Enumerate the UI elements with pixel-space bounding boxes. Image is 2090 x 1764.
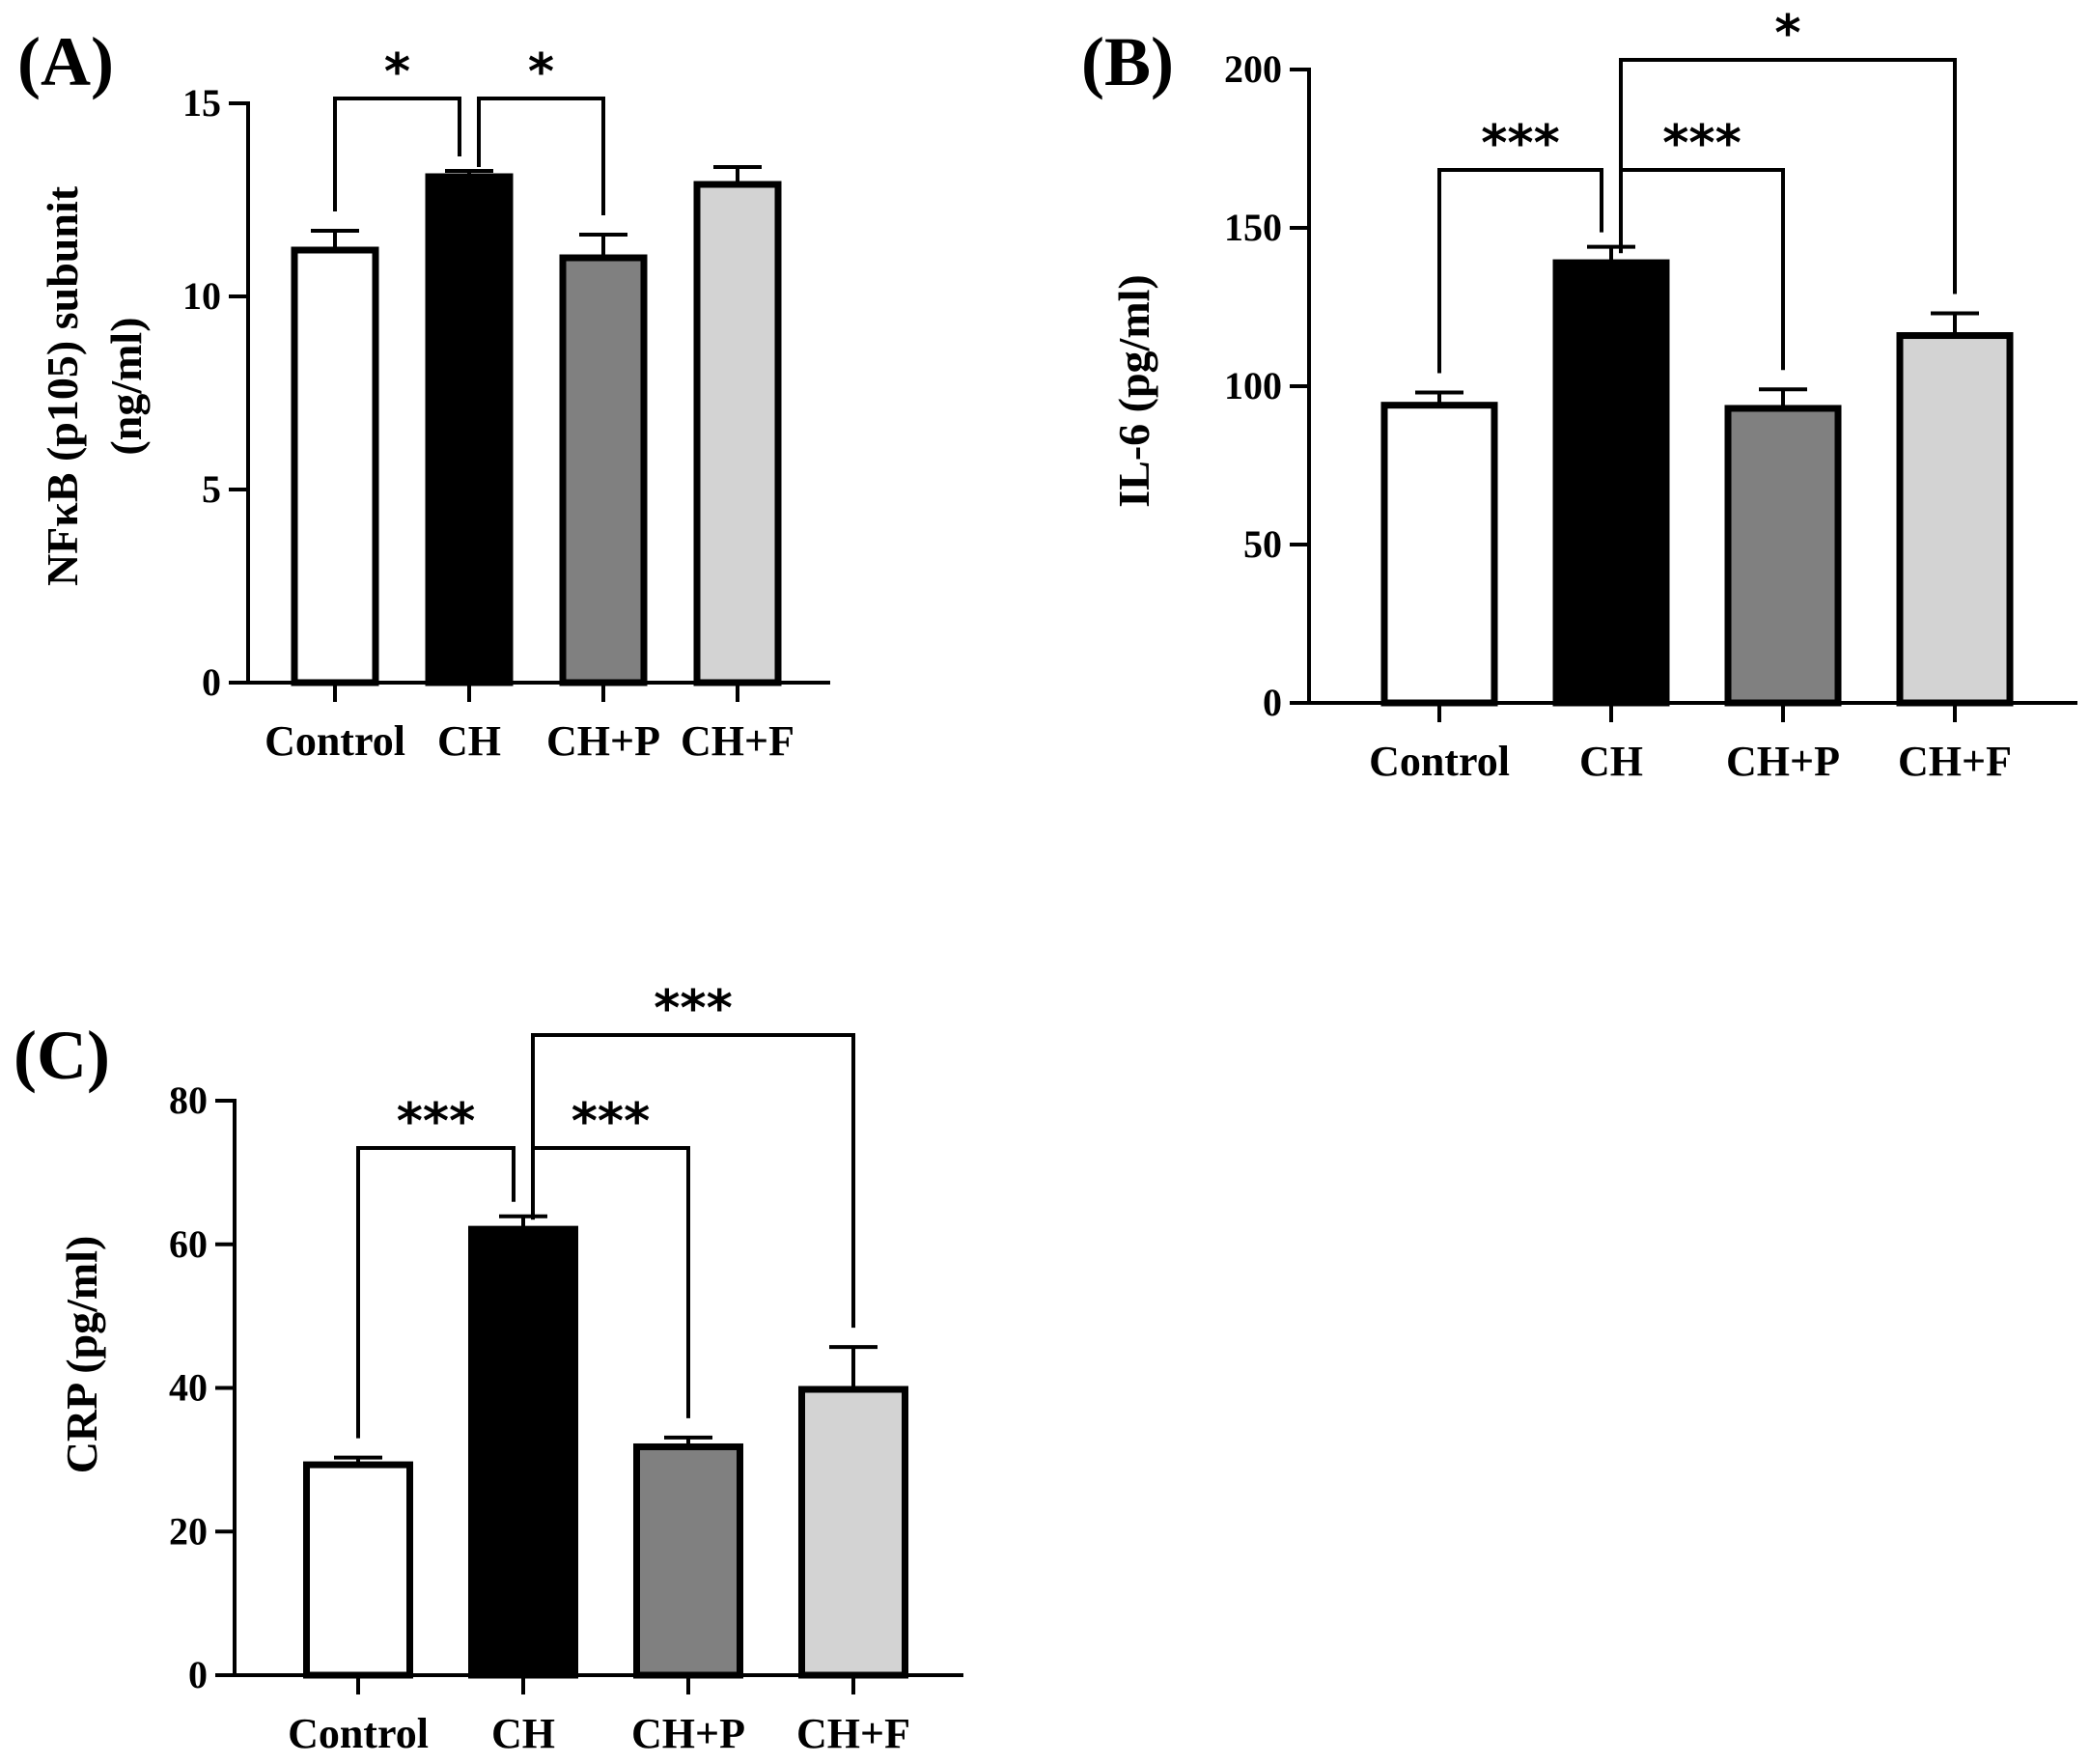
y-tick-label: 15 (182, 81, 221, 125)
y-tick-label: 60 (169, 1222, 208, 1266)
panel-c: (C) 0 20 40 60 80 Control CH CH+P CH+F CRP (pg/ml)… (14, 980, 963, 1757)
significance-bracket (356, 1146, 516, 1439)
significance-bracket (531, 1033, 855, 1329)
x-tick-label: CH+F (1898, 738, 2012, 785)
significance-label: * (384, 43, 410, 101)
significance-label: *** (1662, 115, 1742, 173)
y-tick-label: 40 (169, 1366, 208, 1410)
bar-ch-f (798, 1386, 908, 1679)
bar-control (291, 246, 379, 686)
x-tick-label: CH (437, 717, 501, 765)
y-tick-label: 10 (182, 274, 221, 318)
y-axis-title: NFκB (p105) subunit (38, 185, 87, 586)
significance-bracket (333, 97, 461, 211)
y-tick-label: 150 (1224, 206, 1282, 249)
significance-label: *** (1481, 115, 1560, 173)
x-tick-label: Control (1369, 738, 1510, 785)
significance-label: * (528, 43, 554, 101)
panel-label: (B) (1081, 23, 1174, 100)
significance-bracket (477, 97, 605, 215)
y-tick-label: 0 (1263, 681, 1282, 724)
x-tick-label: CH+P (631, 1710, 745, 1757)
y-tick-label: 100 (1224, 364, 1282, 407)
panel-label: (C) (14, 1017, 110, 1094)
y-tick-label: 20 (169, 1509, 208, 1553)
bar-control (303, 1461, 413, 1679)
significance-bracket (1437, 168, 1603, 374)
panel-b: (B) 0 50 100 150 200 Control CH CH+P CH+F IL-6 (pg… (1081, 5, 2077, 785)
y-axis-title: CRP (pg/ml) (57, 1236, 106, 1474)
x-tick-label: CH+F (796, 1710, 910, 1757)
y-tick-label: 80 (169, 1078, 208, 1122)
y-axis-title: IL-6 (pg/ml) (1109, 274, 1158, 508)
x-tick-label: CH (1579, 738, 1643, 785)
significance-bracket (1619, 58, 1957, 294)
bar-ch-f (693, 181, 782, 686)
bar-ch (468, 1225, 578, 1679)
bar-ch (1552, 259, 1670, 707)
x-tick-label: Control (288, 1710, 429, 1757)
panel-label: (A) (17, 23, 114, 100)
x-tick-label: CH+P (546, 717, 660, 765)
x-tick-label: Control (265, 717, 405, 765)
bar-ch-p (633, 1442, 743, 1679)
bar-ch-p (1724, 405, 1842, 707)
x-tick-label: CH+F (681, 717, 794, 765)
x-tick-label: CH+P (1726, 738, 1840, 785)
bar-ch (425, 173, 514, 686)
significance-label: *** (397, 1093, 476, 1151)
panel-a: (A) 0 5 10 15 Control CH CH+P CH+F NFκB (p105) su… (17, 23, 830, 765)
x-tick-label: CH (491, 1710, 555, 1757)
significance-label: *** (654, 980, 733, 1038)
y-tick-label: 0 (202, 660, 221, 704)
significance-label: *** (571, 1093, 651, 1151)
y-tick-label: 50 (1243, 522, 1282, 566)
bar-ch-p (559, 254, 648, 686)
significance-label: * (1774, 5, 1800, 63)
y-tick-label: 0 (188, 1653, 208, 1696)
y-tick-label: 5 (202, 467, 221, 511)
bar-ch-f (1896, 332, 2014, 707)
y-axis-title: (ng/ml) (101, 317, 151, 455)
bar-control (1380, 402, 1498, 707)
y-tick-label: 200 (1224, 47, 1282, 91)
